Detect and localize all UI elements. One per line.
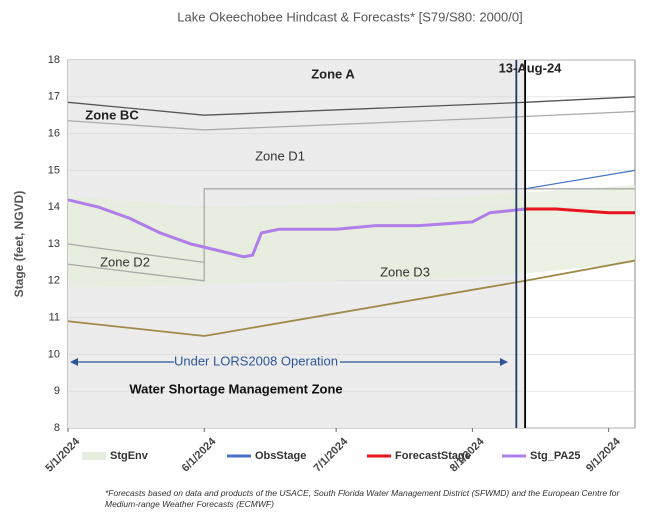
y-tick-label: 14 [48, 201, 60, 213]
arrow-head [500, 358, 508, 366]
annotation: Zone D1 [255, 148, 305, 163]
arrow-head [70, 358, 78, 366]
y-tick-label: 13 [48, 238, 60, 250]
y-tick-label: 17 [48, 91, 60, 103]
series-line [67, 198, 526, 259]
zone-line [67, 263, 205, 282]
y-tick-label: 10 [48, 348, 60, 360]
chart: Lake Okeechobee Hindcast & Forecasts* [S… [12, 9, 636, 474]
y-tick-label: 9 [54, 385, 60, 397]
y-tick-label: 8 [54, 422, 60, 434]
series-line [525, 169, 636, 190]
y-tick-label: 15 [48, 164, 60, 176]
x-tick-label: 9/1/2024 [584, 435, 623, 474]
annotation: Under LORS2008 Operation [174, 353, 338, 368]
zone-line [67, 110, 636, 131]
x-tick-label: 5/1/2024 [43, 435, 82, 474]
y-tick-label: 12 [48, 275, 60, 287]
zone-line [203, 188, 635, 281]
zone-line [67, 259, 636, 337]
annotation: Zone BC [85, 107, 139, 122]
legend-swatch [82, 452, 106, 460]
legend-label: ObsStage [255, 450, 306, 462]
x-tick-label: 7/1/2024 [312, 435, 351, 474]
annotation: Water Shortage Management Zone [129, 381, 342, 396]
footnote: *Forecasts based on data and products of… [105, 488, 620, 509]
annotation: Zone A [311, 66, 355, 81]
y-tick-label: 18 [48, 54, 60, 66]
chart-title: Lake Okeechobee Hindcast & Forecasts* [S… [177, 9, 522, 24]
y-tick-label: 11 [49, 312, 60, 324]
x-tick-label: 6/1/2024 [180, 435, 219, 474]
zone-line [67, 243, 205, 264]
annotation: 13-Aug-24 [499, 60, 563, 75]
legend-label: ForecastStage [395, 450, 471, 462]
annotation: Zone D3 [380, 264, 430, 279]
zone-line [67, 96, 636, 116]
series-line [525, 207, 635, 215]
legend-label: Stg_PA25 [530, 450, 581, 462]
legend-label: StgEnv [110, 450, 149, 462]
annotation: Zone D2 [100, 254, 150, 269]
y-axis-label: Stage (feet, NGVD) [12, 191, 26, 298]
y-tick-label: 16 [48, 128, 60, 140]
